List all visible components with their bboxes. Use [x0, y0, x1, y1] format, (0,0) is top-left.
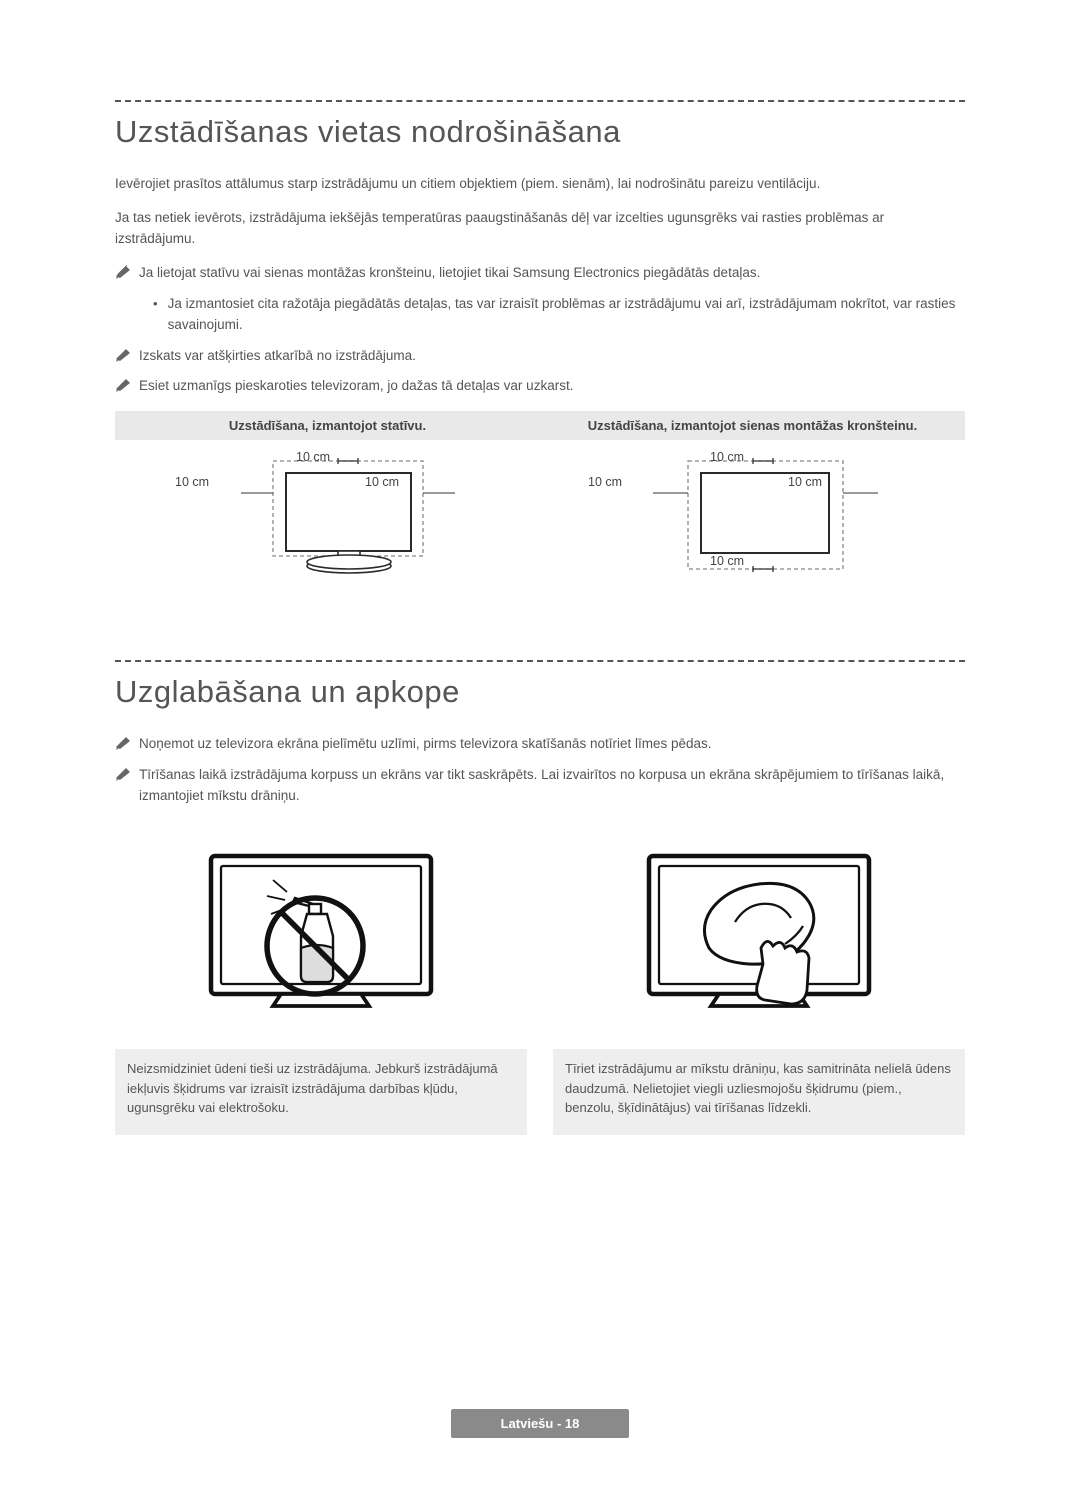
page-footer: Latviešu - 18	[0, 1409, 1080, 1438]
care-left-illustration	[115, 833, 527, 1033]
dim-left-label: 10 cm	[588, 475, 622, 489]
note-icon	[115, 767, 131, 781]
care-grid: Neizsmidziniet ūdeni tieši uz izstrādāju…	[115, 833, 965, 1135]
note-icon	[115, 736, 131, 750]
section2-note-1: Noņemot uz televizora ekrāna pielīmētu u…	[115, 734, 965, 755]
note-icon	[115, 265, 131, 279]
care-right-caption: Tīriet izstrādājumu ar mīkstu drāniņu, k…	[553, 1049, 965, 1135]
care-left-caption: Neizsmidziniet ūdeni tieši uz izstrādāju…	[115, 1049, 527, 1135]
install-stand-diagram: 10 cm 10 cm 10 cm	[115, 440, 540, 590]
note-text: Ja lietojat statīvu vai sienas montāžas …	[139, 263, 760, 284]
note-text: Esiet uzmanīgs pieskaroties televizoram,…	[139, 376, 573, 397]
page-number: Latviešu - 18	[451, 1409, 630, 1438]
install-wall-diagram: 10 cm 10 cm 10 cm 10 cm	[540, 440, 965, 590]
section1-intro-1: Ievērojiet prasītos attālumus starp izst…	[115, 174, 965, 194]
section1-bullet-1: • Ja izmantosiet cita ražotāja piegādātā…	[153, 294, 965, 336]
note-icon	[115, 348, 131, 362]
section2-title: Uzglabāšana un apkope	[115, 660, 965, 710]
install-stand-column: Uzstādīšana, izmantojot statīvu.	[115, 411, 540, 590]
install-wall-header: Uzstādīšana, izmantojot sienas montāžas …	[540, 411, 965, 440]
care-right-illustration	[553, 833, 965, 1033]
dim-top-label: 10 cm	[296, 450, 330, 464]
dim-left-label: 10 cm	[175, 475, 209, 489]
install-wall-column: Uzstādīšana, izmantojot sienas montāžas …	[540, 411, 965, 590]
note-text: Tīrīšanas laikā izstrādājuma korpuss un …	[139, 765, 965, 807]
note-text: Izskats var atšķirties atkarībā no izstr…	[139, 346, 416, 367]
section1-title: Uzstādīšanas vietas nodrošināšana	[115, 100, 965, 150]
care-left-column: Neizsmidziniet ūdeni tieši uz izstrādāju…	[115, 833, 527, 1135]
section1-note-3: Esiet uzmanīgs pieskaroties televizoram,…	[115, 376, 965, 397]
section1-intro-2: Ja tas netiek ievērots, izstrādājuma iek…	[115, 208, 965, 249]
dim-bottom-label: 10 cm	[710, 554, 744, 568]
note-icon	[115, 378, 131, 392]
care-right-column: Tīriet izstrādājumu ar mīkstu drāniņu, k…	[553, 833, 965, 1135]
section2-note-2: Tīrīšanas laikā izstrādājuma korpuss un …	[115, 765, 965, 807]
bullet-dot: •	[153, 294, 158, 336]
section1-note-2: Izskats var atšķirties atkarībā no izstr…	[115, 346, 965, 367]
note-text: Noņemot uz televizora ekrāna pielīmētu u…	[139, 734, 712, 755]
dim-top-label: 10 cm	[710, 450, 744, 464]
dim-right-label: 10 cm	[365, 475, 399, 489]
install-stand-header: Uzstādīšana, izmantojot statīvu.	[115, 411, 540, 440]
section1-note-1: Ja lietojat statīvu vai sienas montāžas …	[115, 263, 965, 284]
installation-table: Uzstādīšana, izmantojot statīvu.	[115, 411, 965, 590]
bullet-text: Ja izmantosiet cita ražotāja piegādātās …	[168, 294, 965, 336]
dim-right-label: 10 cm	[788, 475, 822, 489]
